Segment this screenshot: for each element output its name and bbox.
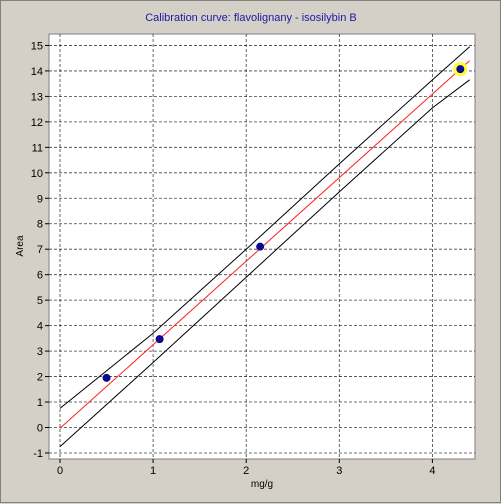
highlighted-data-point <box>456 65 465 74</box>
y-tick-label: 9 <box>37 193 43 205</box>
x-tick-label: 4 <box>429 465 435 477</box>
x-tick-label: 2 <box>243 465 249 477</box>
confidence-lower-line <box>59 79 470 447</box>
regression-line <box>59 60 470 429</box>
regression-line-group <box>59 60 470 429</box>
x-axis-label: mg/g <box>251 479 273 490</box>
chart-title: Calibration curve: flavolignany - isosil… <box>145 12 357 24</box>
confidence-band <box>59 46 470 447</box>
y-tick-label: 12 <box>31 117 43 129</box>
y-tick-label: 5 <box>37 295 43 307</box>
y-tick-label: -1 <box>33 448 43 460</box>
grid-lines <box>49 34 475 459</box>
y-tick-label: 3 <box>37 346 43 358</box>
y-axis-label: Area <box>15 235 26 257</box>
y-tick-label: 4 <box>37 321 43 333</box>
y-tick-label: 7 <box>37 244 43 256</box>
y-tick-label: 13 <box>31 91 43 103</box>
y-tick-label: 11 <box>32 142 43 154</box>
data-point <box>256 242 265 251</box>
data-point <box>155 335 164 344</box>
x-tick-label: 3 <box>336 465 342 477</box>
data-points <box>102 62 468 382</box>
y-tick-label: 15 <box>31 40 43 52</box>
y-tick-label: 6 <box>37 270 43 282</box>
y-tick-label: 14 <box>31 66 43 78</box>
y-tick-label: 10 <box>31 168 43 180</box>
y-tick-label: 8 <box>37 219 43 231</box>
confidence-upper-line <box>59 46 470 409</box>
data-point <box>102 373 111 382</box>
y-tick-label: 1 <box>37 397 43 409</box>
y-tick-label: 2 <box>37 372 43 384</box>
y-tick-label: 0 <box>37 423 43 435</box>
x-tick-label: 0 <box>57 465 63 477</box>
x-tick-label: 1 <box>150 465 156 477</box>
